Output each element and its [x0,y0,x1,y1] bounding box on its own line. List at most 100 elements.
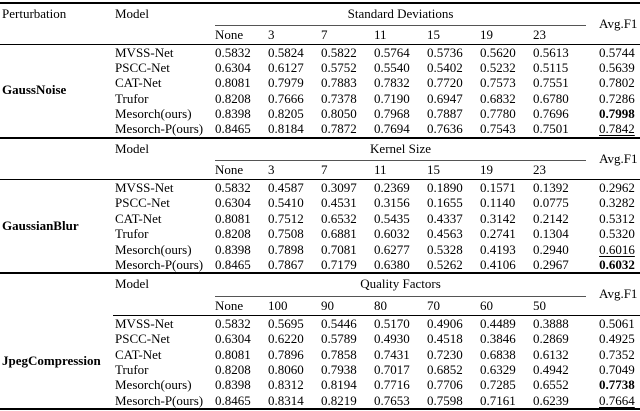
avg-f1-header: Avg.F1 [586,274,640,316]
level-header: 70 [427,296,480,316]
f1-value: 0.6132 [533,346,569,362]
f1-value: 0.8081 [215,75,251,91]
f1-value: 0.8050 [321,105,357,121]
f1-value: 0.7508 [268,226,304,242]
model-name: MVSS-Net [115,44,174,60]
f1-value: 0.7872 [321,121,357,137]
avg-f1-header: Avg.F1 [586,138,640,181]
table-row: Mesorch-P(ours) 0.8465 0.8184 0.7872 0.7694 0… [0,121,640,137]
perturbation-label: GaussianBlur [2,218,79,234]
level-header: None [215,296,268,316]
f1-value: 0.7938 [321,361,357,377]
f1-value: 0.6277 [374,241,410,257]
f1-value: 0.3097 [321,180,357,196]
level-header: 19 [480,160,533,181]
model-name: CAT-Net [115,346,162,362]
f1-value: 0.7179 [321,257,357,273]
f1-value: 0.8314 [268,392,304,408]
span-header: Quality Factors [215,274,587,297]
model-name: PSCC-Net [115,59,170,75]
avg-f1-value: 0.3282 [599,195,635,211]
level-header: 15 [427,160,480,181]
table-row: PSCC-Net 0.6304 0.6127 0.5752 0.5540 0.5402 0.… [0,60,640,75]
level-header: 50 [533,296,587,316]
model-name: Trufor [115,90,149,106]
avg-f1-value: 0.5061 [599,315,635,331]
f1-value: 0.4489 [480,315,516,331]
f1-value: 0.8060 [268,361,304,377]
level-header: 11 [374,160,427,181]
f1-value: 0.6127 [268,59,304,75]
f1-value: 0.8398 [215,241,251,257]
f1-value: 0.3142 [480,210,516,226]
level-header: 100 [268,296,321,316]
perturbation-header-spacer [0,274,113,315]
f1-value: 0.2142 [533,210,569,226]
table-row: PSCC-Net 0.6304 0.6220 0.5789 0.4930 0.4518 0.… [0,331,640,346]
f1-value: 0.4193 [480,241,516,257]
model-header: Model [113,274,215,316]
f1-value: 0.4930 [374,331,410,347]
f1-value: 0.5752 [321,59,357,75]
f1-value: 0.0775 [533,195,569,211]
f1-value: 0.6532 [321,210,357,226]
f1-value: 0.7551 [533,75,569,91]
f1-value: 0.8398 [215,105,251,121]
f1-value: 0.6780 [533,90,569,106]
f1-value: 0.5402 [427,59,463,75]
model-name: CAT-Net [115,75,162,91]
f1-value: 0.7832 [374,75,410,91]
avg-f1-value: 0.7842 [599,121,635,137]
f1-value: 0.5613 [533,44,569,60]
level-header: 90 [321,296,374,316]
f1-value: 0.8194 [321,377,357,393]
f1-value: 0.4587 [268,180,304,196]
f1-value: 0.7653 [374,392,410,408]
avg-f1-header: Avg.F1 [586,3,640,45]
level-header: 7 [321,160,374,181]
perturbation-label: JpegCompression [2,353,101,369]
f1-value: 0.8208 [215,90,251,106]
avg-f1-value: 0.5639 [599,59,635,75]
f1-value: 0.7598 [427,392,463,408]
f1-value: 0.7858 [321,346,357,362]
f1-value: 0.7378 [321,90,357,106]
level-header: 80 [374,296,427,316]
f1-value: 0.7512 [268,210,304,226]
avg-f1-value: 0.6032 [599,257,635,273]
section-table-gaussian-blur: Model Kernel Size Avg.F1 None 3 7 11 15 19 23 … [0,138,640,275]
avg-f1-value: 0.7664 [599,392,635,408]
f1-value: 0.5328 [427,241,463,257]
f1-value: 0.7230 [427,346,463,362]
model-name: Trufor [115,226,149,242]
f1-value: 0.5695 [268,315,304,331]
f1-value: 0.1655 [427,195,463,211]
f1-value: 0.2967 [533,257,569,273]
f1-value: 0.7968 [374,105,410,121]
f1-value: 0.5824 [268,44,304,60]
f1-value: 0.4563 [427,226,463,242]
f1-value: 0.4906 [427,315,463,331]
f1-value: 0.6329 [480,361,516,377]
f1-value: 0.6032 [374,226,410,242]
f1-value: 0.8205 [268,105,304,121]
f1-value: 0.7883 [321,75,357,91]
avg-f1-value: 0.5744 [599,44,635,60]
f1-value: 0.6947 [427,90,463,106]
f1-value: 0.1392 [533,180,569,196]
f1-value: 0.7867 [268,257,304,273]
model-header: Model [113,138,215,181]
model-name: PSCC-Net [115,331,170,347]
span-header: Standard Deviations [215,3,587,26]
f1-value: 0.7017 [374,361,410,377]
f1-value: 0.5170 [374,315,410,331]
table-row: PSCC-Net 0.6304 0.5410 0.4531 0.3156 0.1655 0.… [0,195,640,211]
table-row: Trufor 0.8208 0.7666 0.7378 0.7190 0.6947 0.68… [0,91,640,106]
f1-value: 0.8208 [215,361,251,377]
level-header: 15 [427,25,480,45]
table-row: GaussNoise MVSS-Net 0.5832 0.5824 0.5822 0.57… [0,44,640,97]
f1-value: 0.4337 [427,210,463,226]
perturbation-header: Perturbation [0,3,113,45]
f1-value: 0.7694 [374,121,410,137]
